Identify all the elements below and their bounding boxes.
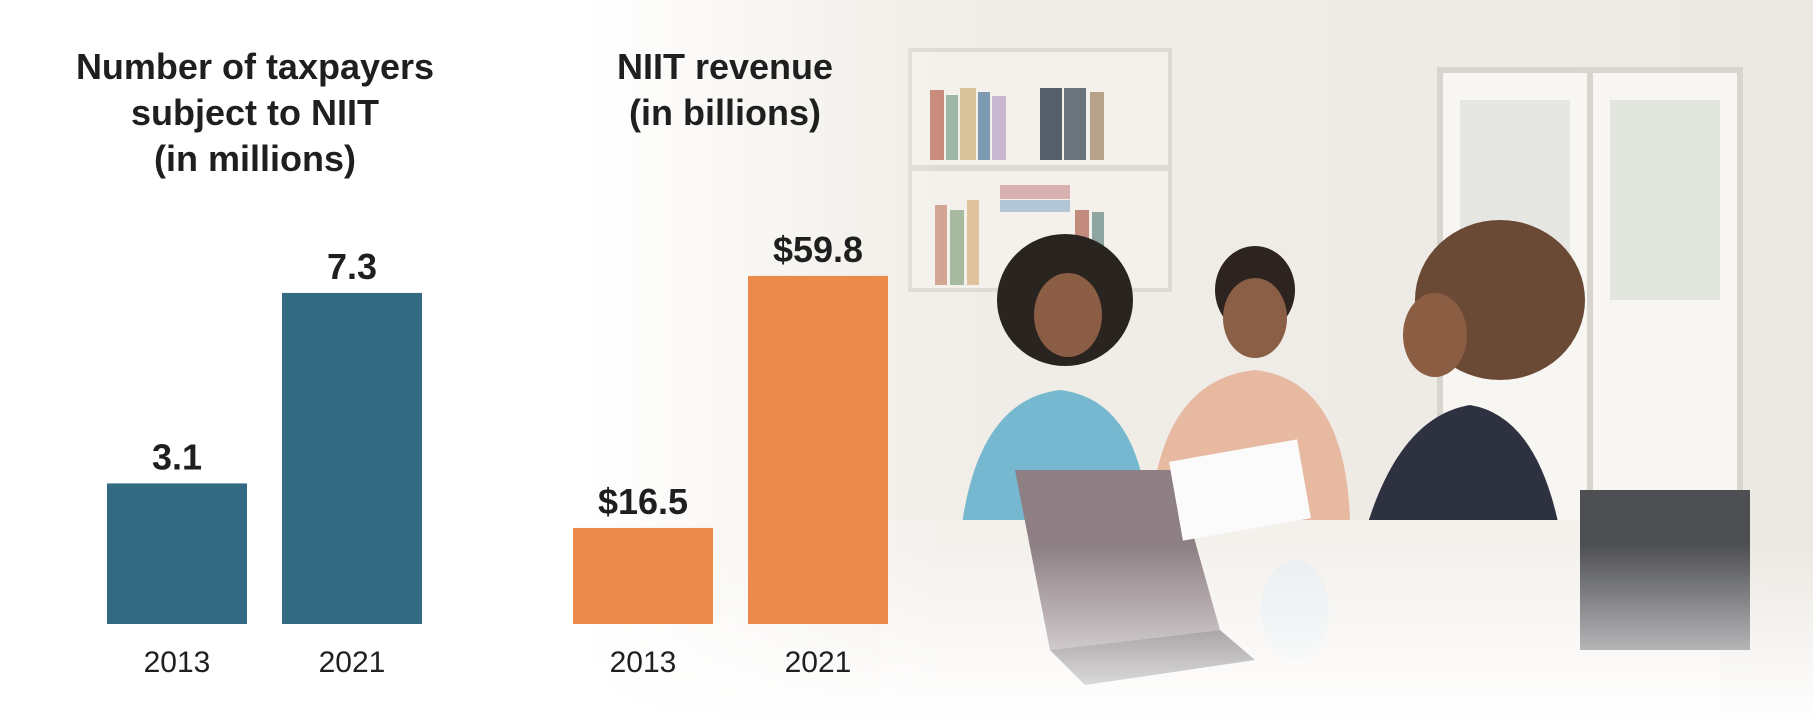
chart-title-line: (in millions) xyxy=(154,138,356,179)
bar-2013 xyxy=(573,527,713,624)
bar-2013 xyxy=(107,483,247,624)
value-label: 7.3 xyxy=(327,246,377,287)
category-label: 2021 xyxy=(319,646,386,679)
bar-2021 xyxy=(282,292,422,624)
value-label: $59.8 xyxy=(773,229,863,270)
value-label: $16.5 xyxy=(598,481,688,522)
chart-title-taxpayers: Number of taxpayers subject to NIIT (in … xyxy=(20,44,490,182)
value-label: 3.1 xyxy=(152,436,202,477)
category-label: 2021 xyxy=(785,646,852,679)
chart-title-line: NIIT revenue xyxy=(616,46,834,87)
category-label: 2013 xyxy=(144,646,211,679)
chart-title-line: subject to NIIT xyxy=(130,92,379,133)
chart-title-line: Number of taxpayers xyxy=(75,46,435,87)
chart-title-line: (in billions) xyxy=(629,92,821,133)
chart-title-revenue: NIIT revenue (in billions) xyxy=(535,44,915,136)
category-label: 2013 xyxy=(610,646,677,679)
bar-2021 xyxy=(748,275,888,624)
